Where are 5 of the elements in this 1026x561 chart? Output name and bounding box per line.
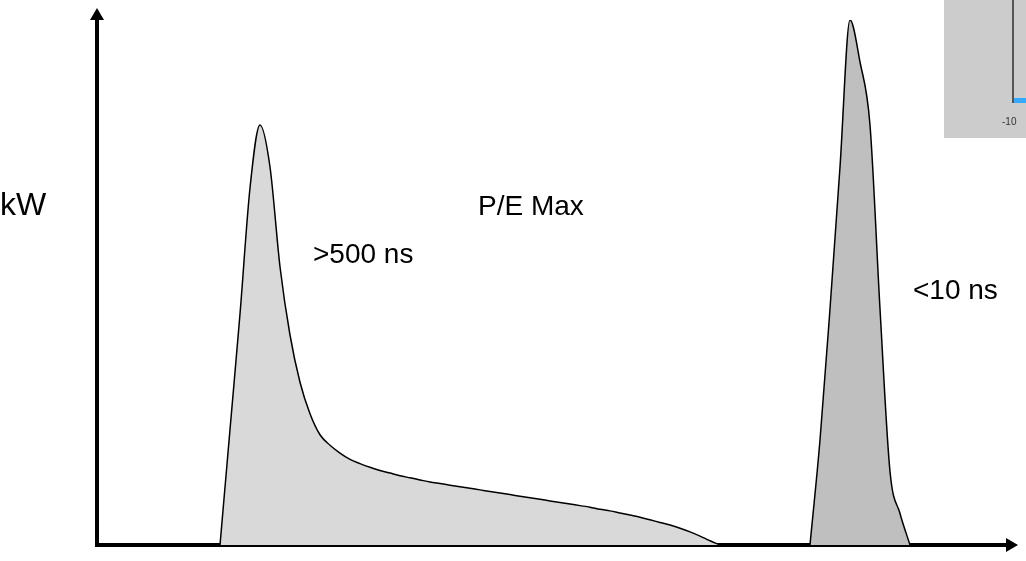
- annotation: >500 ns: [313, 238, 414, 270]
- annotation: -10: [1002, 116, 1017, 127]
- annotation: P/E Max: [478, 190, 584, 222]
- annotation: <10 ns: [913, 274, 998, 306]
- y-axis-title: kW: [0, 186, 47, 223]
